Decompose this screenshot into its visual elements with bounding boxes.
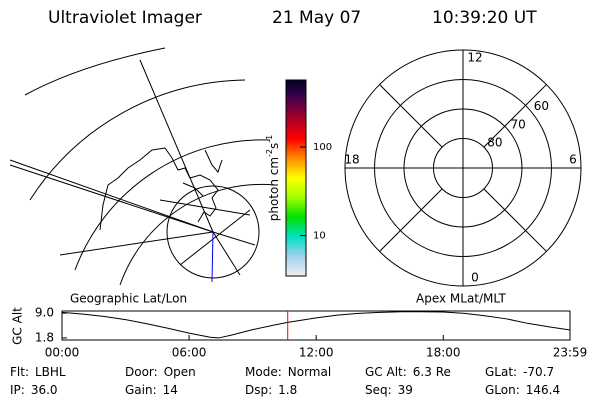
- info-key: Gain:: [125, 383, 157, 397]
- title: Ultraviolet Imager: [48, 8, 202, 28]
- info-value: Normal: [288, 365, 331, 379]
- x-tick-label: 12:00: [299, 346, 334, 360]
- info-value: 6.3 Re: [413, 365, 451, 379]
- polar-label: Apex MLat/MLT: [416, 292, 506, 306]
- info-field: Gain: 14: [125, 383, 178, 397]
- colorbar: photon cm-2s-1 10 100: [265, 79, 332, 277]
- unit-exp: -1: [265, 135, 274, 143]
- info-field: Mode: Normal: [245, 365, 331, 379]
- mlt-label: 18: [344, 153, 359, 167]
- map-label: Geographic Lat/Lon: [70, 292, 187, 306]
- info-key: IP:: [10, 383, 25, 397]
- info-field: GC Alt: 6.3 Re: [365, 365, 451, 379]
- mlt-label: 6: [569, 153, 577, 167]
- info-key: GC Alt:: [365, 365, 407, 379]
- mlt-line: [379, 188, 443, 252]
- info-key: Flt:: [10, 365, 29, 379]
- time: 10:39:20 UT: [432, 8, 537, 28]
- mlt-line: [379, 84, 443, 148]
- mlt-line: [483, 84, 547, 148]
- lat-label: 80: [487, 136, 502, 150]
- x-tick-label: 06:00: [172, 346, 207, 360]
- info-field: GLon: 146.4: [485, 383, 560, 397]
- info-field: Dsp: 1.8: [245, 383, 297, 397]
- info-value: -70.7: [523, 365, 554, 379]
- lat-label: 60: [534, 99, 549, 113]
- x-tick-label: 00:00: [45, 346, 80, 360]
- info-value: 39: [398, 383, 413, 397]
- unit-exp: -2: [265, 149, 274, 157]
- x-tick-label: 18:00: [426, 346, 461, 360]
- mlt-label: 0: [471, 271, 479, 285]
- altitude-line: [61, 311, 571, 339]
- tick-label: 10: [313, 231, 326, 242]
- info-panel: Flt: LBHL IP: 36.0 Door: Open Gain: 14 Mode: Norm…: [10, 365, 560, 397]
- info-key: GLat:: [485, 365, 517, 379]
- info-key: GLon:: [485, 383, 520, 397]
- info-key: Mode:: [245, 365, 282, 379]
- info-field: Door: Open: [125, 365, 196, 379]
- info-value: Open: [164, 365, 196, 379]
- info-key: Dsp:: [245, 383, 272, 397]
- info-value: 1.8: [278, 383, 297, 397]
- info-key: Seq:: [365, 383, 392, 397]
- info-value: 36.0: [31, 383, 58, 397]
- info-field: Flt: LBHL: [10, 365, 66, 379]
- info-field: IP: 36.0: [10, 383, 58, 397]
- info-field: Seq: 39: [365, 383, 413, 397]
- y-tick-label: 9.0: [35, 306, 54, 320]
- geo-map: Geographic Lat/Lon: [9, 47, 276, 306]
- mlt-label: 12: [467, 51, 482, 65]
- info-value: 146.4: [526, 383, 560, 397]
- tick-label: 100: [313, 142, 332, 153]
- y-axis-label: GC Alt: [11, 307, 25, 345]
- info-field: GLat: -70.7: [485, 365, 554, 379]
- mlt-line: [483, 188, 547, 252]
- altitude-plot: GC Alt 9.0 1.8 00:00 06:00 12:00 18:00 23:59: [11, 306, 588, 360]
- lat-label: 70: [511, 117, 526, 131]
- date: 21 May 07: [272, 8, 361, 28]
- x-tick-label: 23:59: [553, 346, 588, 360]
- colorbar-bar: [285, 79, 307, 277]
- info-value: LBHL: [35, 365, 66, 379]
- info-key: Door:: [125, 365, 158, 379]
- unit: photon cm: [267, 157, 281, 221]
- colorbar-label: photon cm-2s-1: [265, 135, 281, 222]
- y-tick-label: 1.8: [35, 330, 54, 344]
- unit: s: [267, 143, 281, 149]
- info-value: 14: [163, 383, 178, 397]
